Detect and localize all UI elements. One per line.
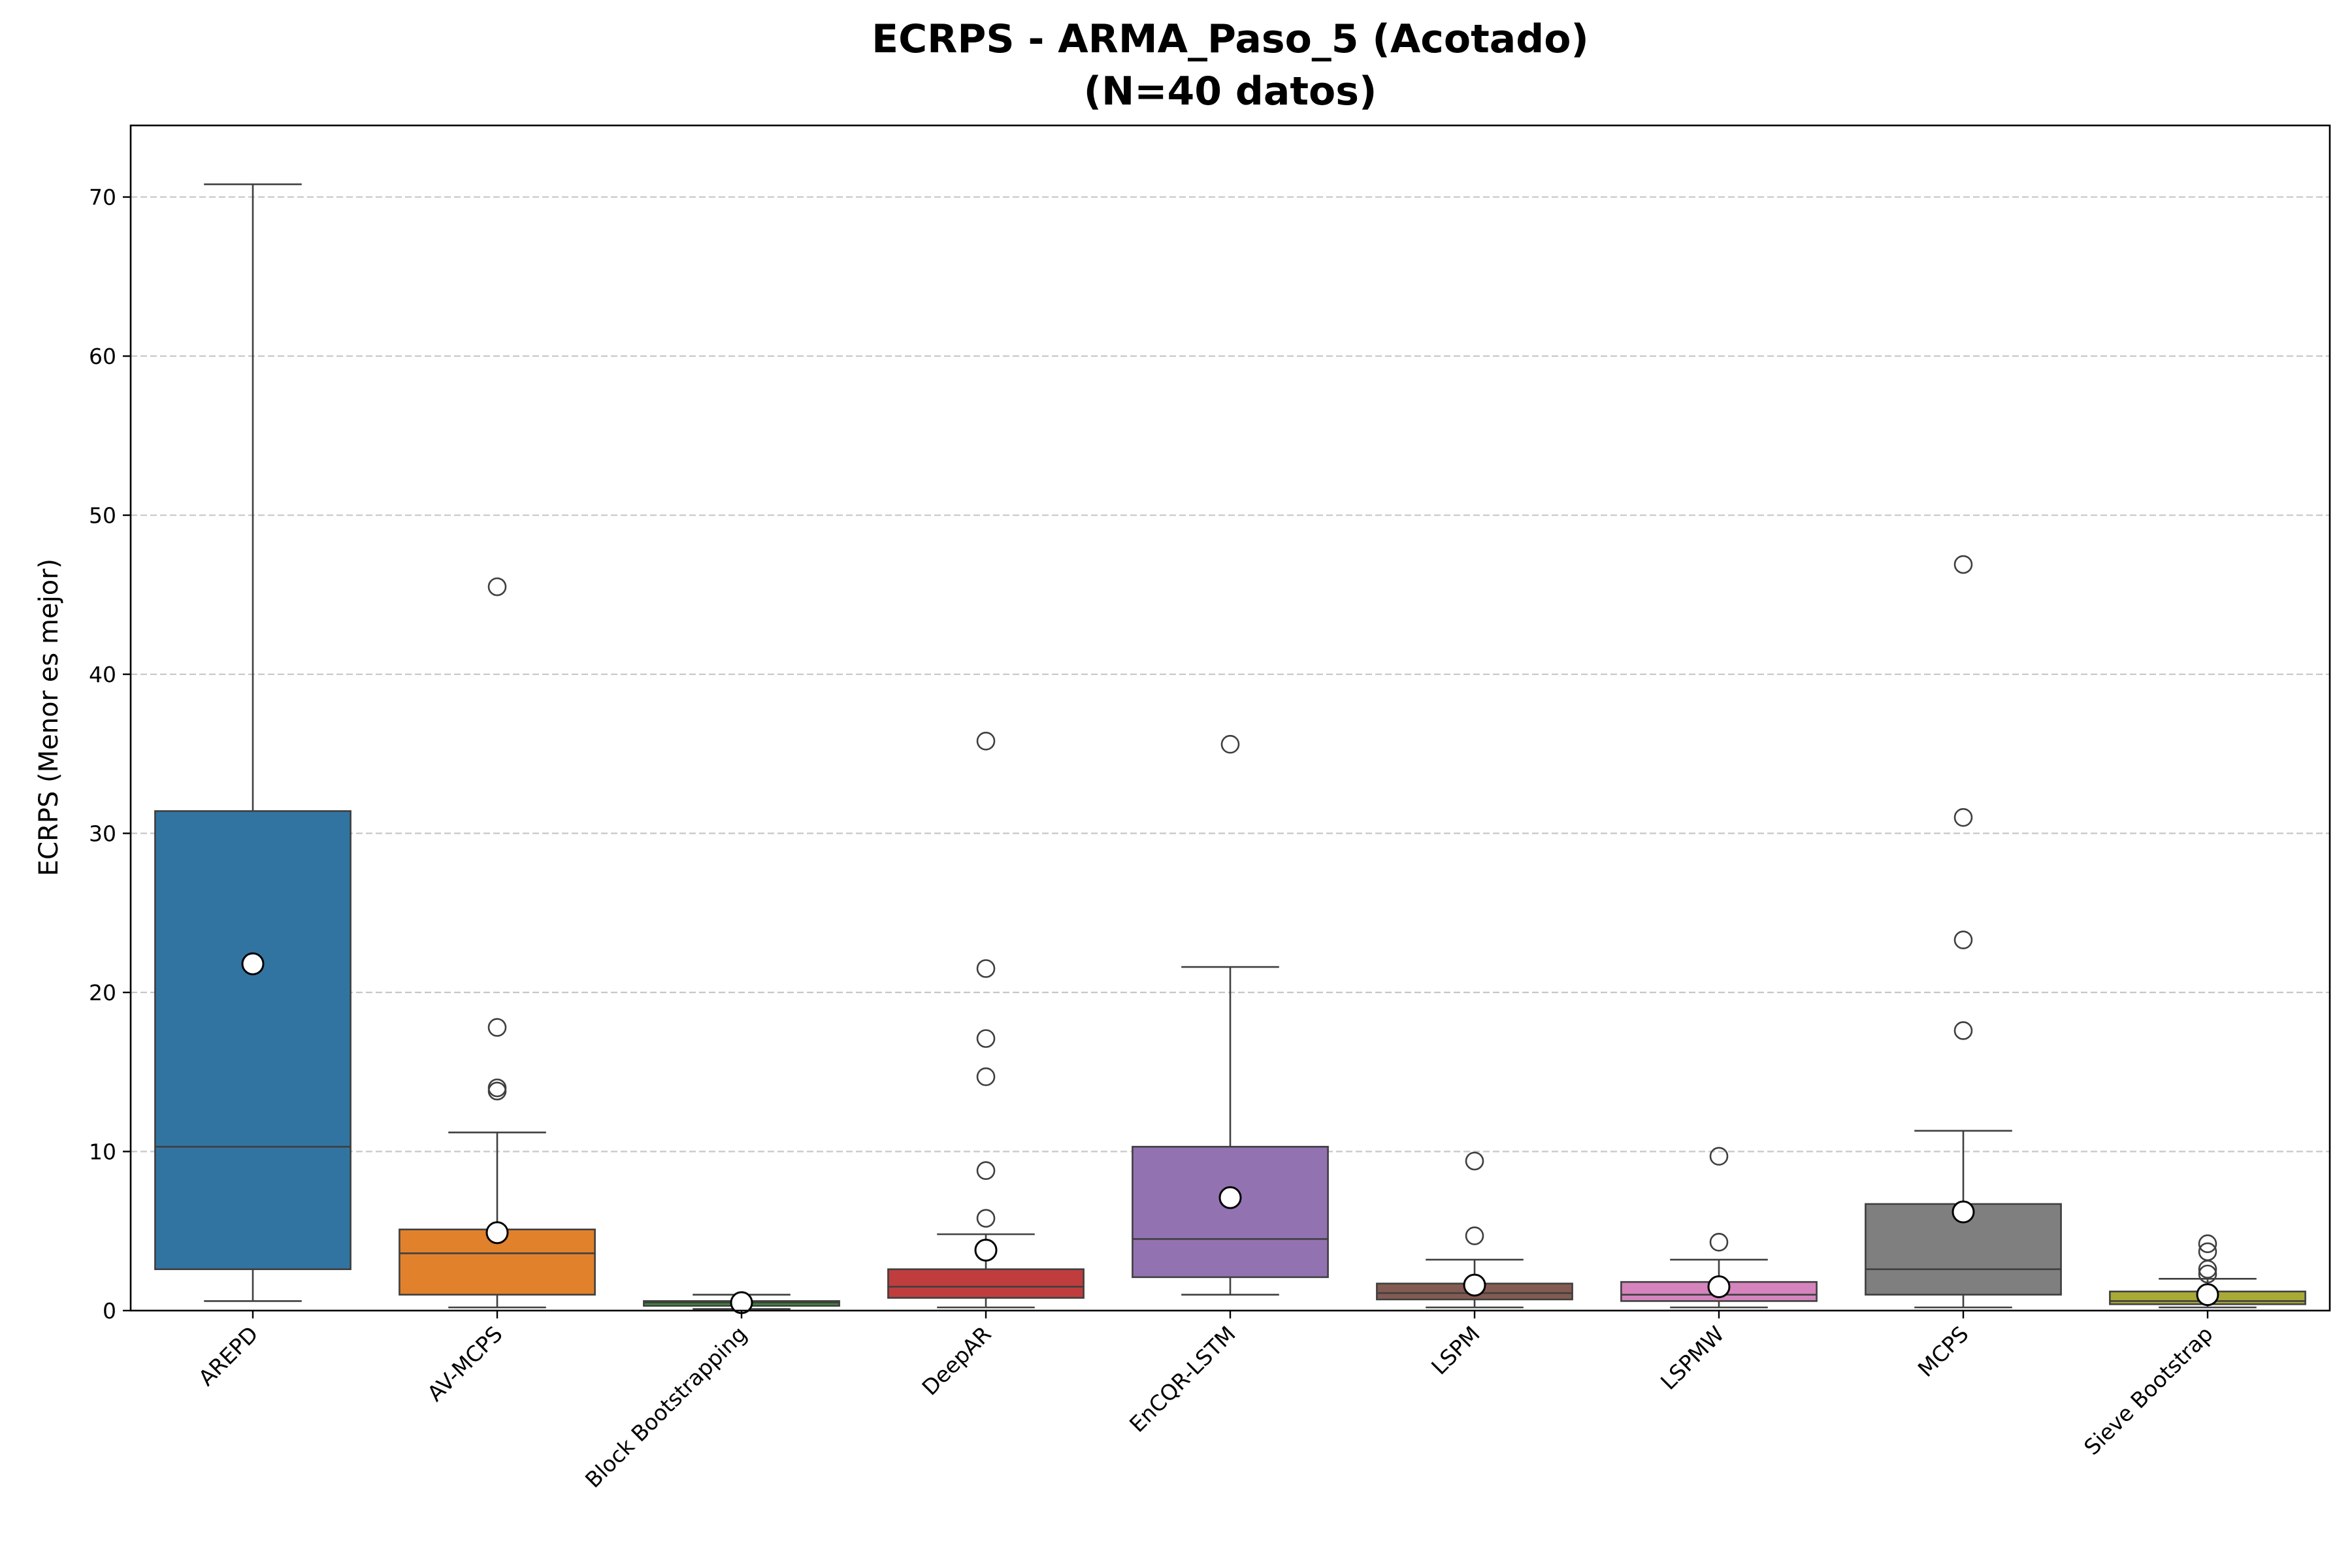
outlier-point [1953,930,1973,949]
mean-marker [1707,1275,1731,1298]
chart-title-line-1: ECRPS - ARMA_Paso_5 (Acotado) [872,16,1589,62]
mean-marker [485,1221,509,1245]
x-tick-label: LSPM [1426,1321,1485,1380]
box-group-sieve-bootstrap [2109,1234,2306,1309]
box-group-lspmw [1620,1147,1818,1309]
outlier-point [976,1209,996,1228]
y-tick-label: 10 [89,1139,116,1165]
iqr-box [887,1268,1085,1299]
x-tick-label: Sieve Bootstrap [2079,1321,2218,1460]
outlier-point [2198,1264,2217,1284]
outlier-point [976,1161,996,1181]
iqr-box [1132,1145,1329,1279]
outlier-point [976,959,996,978]
boxes [154,183,2306,1315]
box-group-lspm [1376,1151,1573,1309]
y-tick-label: 0 [103,1298,116,1324]
mean-marker [1952,1200,1975,1224]
box-group-arepd [154,183,351,1302]
outlier-point [1709,1147,1729,1166]
box-group-block-bootstrapping [643,1291,840,1315]
x-tick-label: AV-MCPS [422,1321,507,1406]
outlier-point [487,577,507,596]
x-tick-label: AREPD [193,1321,263,1391]
y-tick-label: 40 [89,662,116,687]
outlier-point [487,1078,507,1098]
outlier-point [1465,1151,1484,1171]
outlier-point [976,1029,996,1048]
mean-marker [241,952,265,975]
mean-marker [2196,1283,2219,1307]
iqr-box [399,1228,596,1296]
outlier-point [1953,555,1973,574]
x-tick-label: MCPS [1913,1321,1974,1382]
outlier-point [1953,808,1973,827]
iqr-box [154,810,351,1270]
outlier-point [2198,1234,2217,1254]
outlier-point [2198,1260,2217,1279]
y-tick-label: 20 [89,980,116,1005]
outlier-point [976,1067,996,1086]
mean-marker [1218,1186,1242,1209]
x-tick-label: LSPMW [1656,1321,1729,1395]
box-group-mcps [1865,555,2062,1309]
x-tick-label: Block Bootstrapping [580,1321,752,1493]
box-group-av-mcps [399,577,596,1309]
y-tick-label: 50 [89,503,116,529]
grid-lines [131,196,2330,1152]
outlier-point [976,732,996,751]
y-axis-label: ECRPS (Menor es mejor) [34,559,64,876]
x-tick-label: EnCQR-LSTM [1124,1321,1241,1437]
outlier-point [1220,734,1240,754]
x-tick-label: DeepAR [917,1321,996,1400]
chart-title-line-2: (N=40 datos) [1084,69,1377,114]
mean-marker [974,1238,998,1262]
outlier-point [1709,1232,1729,1252]
plot-frame [129,124,2331,1312]
outlier-point [2198,1242,2217,1262]
outlier-point [487,1018,507,1037]
y-tick-label: 70 [89,185,116,210]
box-group-deepar [887,732,1085,1309]
outlier-point [1465,1226,1484,1245]
mean-marker [1463,1273,1486,1297]
box-group-encqr-lstm [1132,734,1329,1296]
y-tick-label: 30 [89,821,116,847]
y-tick-label: 60 [89,344,116,369]
outlier-point [1953,1021,1973,1040]
